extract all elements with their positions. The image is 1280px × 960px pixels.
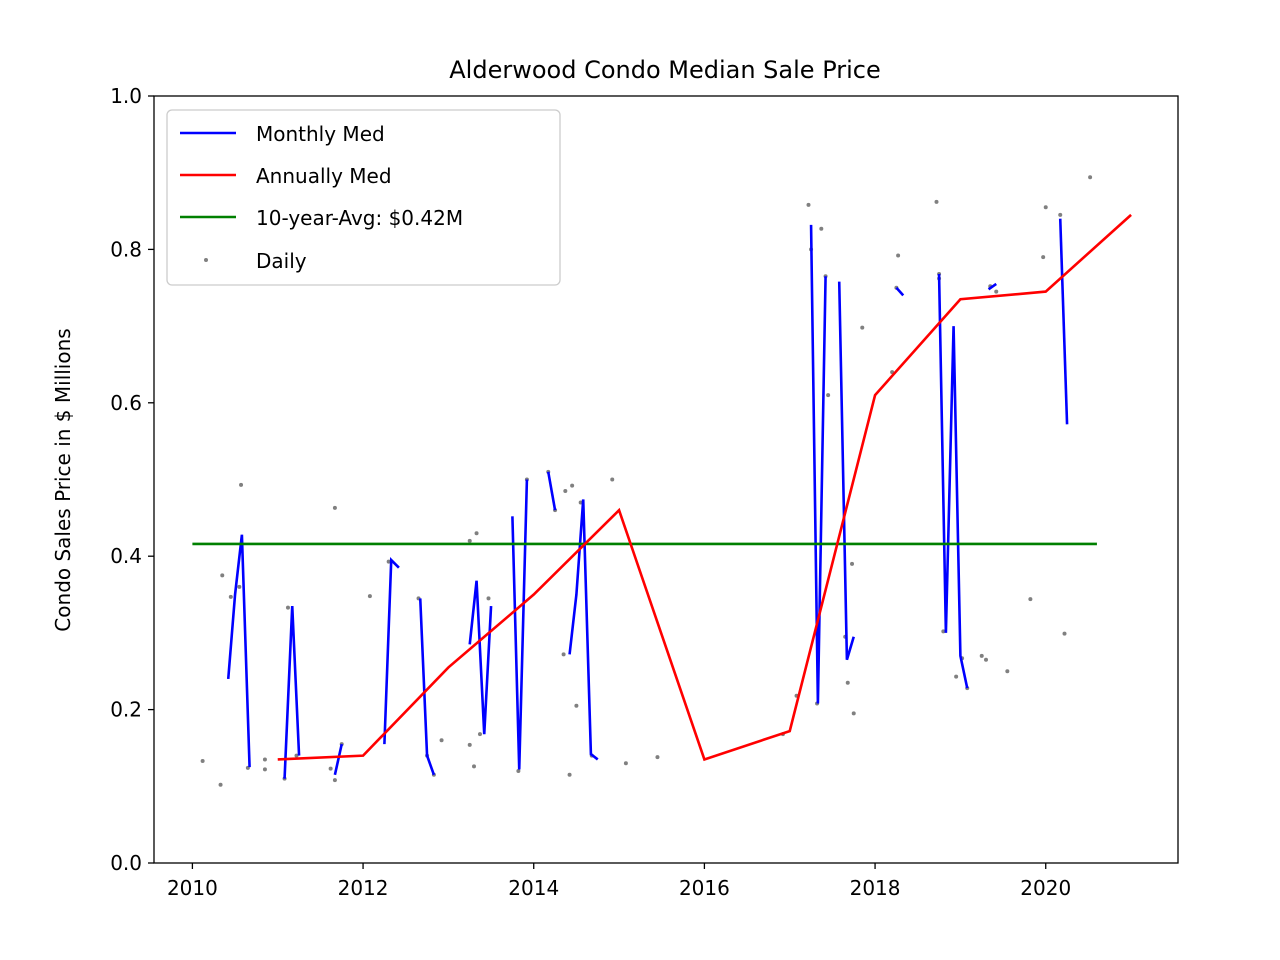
x-tick-label: 2014 — [508, 876, 559, 900]
y-tick-label: 0.0 — [110, 851, 142, 875]
daily-point — [220, 573, 225, 578]
y-tick-label: 0.6 — [110, 391, 142, 415]
daily-point — [570, 483, 575, 488]
daily-point — [477, 732, 482, 737]
daily-point — [439, 738, 444, 743]
legend-label-daily: Daily — [256, 249, 307, 273]
monthly-med-line — [468, 580, 493, 735]
daily-point — [239, 482, 244, 487]
x-tick-label: 2010 — [167, 876, 218, 900]
daily-point — [332, 778, 337, 783]
monthly-med-line — [568, 499, 599, 761]
x-tick-label: 2020 — [1020, 876, 1071, 900]
daily-point — [486, 596, 491, 601]
daily-point — [850, 561, 855, 566]
annual-med-line — [277, 213, 1132, 762]
monthly-med-line — [837, 281, 855, 661]
y-tick-label: 0.2 — [110, 698, 142, 722]
x-tick-label: 2016 — [679, 876, 730, 900]
monthly-med-line — [937, 273, 969, 689]
daily-point — [1005, 669, 1010, 674]
daily-point — [386, 559, 391, 564]
daily-point — [332, 505, 337, 510]
legend-frame — [166, 109, 561, 286]
legend-label-annual: Annually Med — [256, 164, 392, 188]
x-tick-label: 2018 — [850, 876, 901, 900]
daily-point — [954, 674, 959, 679]
legend-handle-daily — [204, 258, 208, 262]
daily-point — [979, 653, 984, 658]
monthly-med-line — [1058, 218, 1069, 425]
daily-point — [285, 605, 290, 610]
daily-point — [994, 289, 999, 294]
daily-point — [806, 202, 811, 207]
daily-point — [1062, 631, 1067, 636]
y-tick-label: 0.4 — [110, 544, 142, 568]
daily-point — [474, 531, 479, 536]
monthly-med-line — [333, 743, 344, 776]
monthly-med-line — [511, 479, 529, 770]
plot-area — [192, 175, 1132, 787]
y-tick-label: 1.0 — [110, 84, 142, 108]
x-axis: 2010 2012 2014 2016 2018 2020 — [167, 863, 1071, 900]
daily-point — [845, 680, 850, 685]
axes-frame — [153, 95, 1179, 864]
monthly-med-line — [895, 286, 905, 297]
legend: Monthly Med Annually Med 10-year-Avg: $0… — [166, 109, 561, 286]
y-axis: 0.0 0.2 0.4 0.6 0.8 1.0 — [110, 84, 154, 875]
y-axis-label: Condo Sales Price in $ Millions — [51, 328, 75, 631]
chart-title: Alderwood Condo Median Sale Price — [449, 56, 880, 84]
monthly-med-line — [546, 471, 557, 511]
daily-point — [851, 711, 856, 716]
y-tick-label: 0.8 — [110, 237, 142, 261]
daily-point — [262, 767, 267, 772]
daily-point — [228, 594, 233, 599]
daily-point — [896, 253, 901, 258]
daily-point — [237, 584, 242, 589]
daily-point — [1043, 205, 1048, 210]
daily-point — [860, 325, 865, 330]
daily-point — [934, 199, 939, 204]
daily-point — [294, 753, 299, 758]
daily-point — [563, 489, 568, 494]
daily-point — [1058, 212, 1063, 217]
legend-label-monthly: Monthly Med — [256, 122, 385, 146]
daily-point — [819, 226, 824, 231]
legend-label-avg: 10-year-Avg: $0.42M — [256, 206, 463, 230]
daily-point — [262, 757, 267, 762]
monthly-med-line — [226, 534, 251, 768]
daily-point — [984, 657, 988, 662]
daily-point — [567, 772, 572, 777]
daily-point — [1041, 255, 1046, 260]
daily-point — [941, 629, 946, 634]
daily-point — [623, 761, 628, 766]
daily-point — [472, 764, 476, 769]
daily-point — [467, 538, 472, 543]
daily-point — [516, 768, 521, 773]
daily-point — [561, 652, 566, 657]
daily-point — [574, 703, 579, 708]
monthly-med-line — [418, 598, 436, 776]
monthly-med-line — [283, 605, 301, 779]
daily-point — [200, 758, 205, 763]
daily-point — [467, 742, 472, 747]
daily-point — [218, 782, 223, 787]
monthly-med-line — [809, 224, 827, 704]
daily-point — [1028, 597, 1033, 602]
x-tick-label: 2012 — [338, 876, 389, 900]
daily-point — [610, 477, 615, 482]
daily-point — [655, 755, 660, 760]
monthly-med-line — [987, 282, 997, 291]
daily-point — [328, 766, 333, 771]
daily-point — [367, 594, 372, 599]
monthly-med-line — [383, 557, 400, 745]
daily-point — [1088, 175, 1093, 180]
daily-point — [826, 393, 831, 398]
